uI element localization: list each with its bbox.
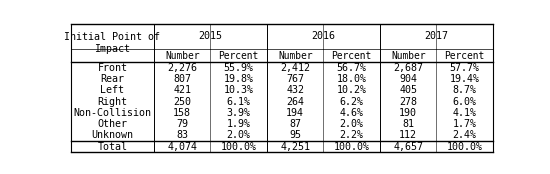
Text: Percent: Percent bbox=[218, 51, 259, 61]
Text: 2.4%: 2.4% bbox=[453, 130, 477, 140]
Text: 6.2%: 6.2% bbox=[340, 97, 364, 106]
Text: 4,074: 4,074 bbox=[167, 142, 197, 152]
Text: Initial Point of
Impact: Initial Point of Impact bbox=[64, 32, 161, 54]
Text: 2.2%: 2.2% bbox=[340, 130, 364, 140]
Text: Percent: Percent bbox=[444, 51, 485, 61]
Text: 405: 405 bbox=[399, 85, 417, 95]
Text: 87: 87 bbox=[289, 119, 301, 129]
Text: 904: 904 bbox=[399, 74, 417, 84]
Text: 100.0%: 100.0% bbox=[447, 142, 483, 152]
Text: 112: 112 bbox=[399, 130, 417, 140]
Text: 6.1%: 6.1% bbox=[227, 97, 251, 106]
Text: Number: Number bbox=[278, 51, 312, 61]
Text: 2015: 2015 bbox=[199, 31, 223, 41]
Text: Non-Collision: Non-Collision bbox=[74, 108, 151, 118]
Text: 432: 432 bbox=[286, 85, 304, 95]
Text: Unknown: Unknown bbox=[91, 130, 134, 140]
Text: 2017: 2017 bbox=[425, 31, 448, 41]
Text: 4.1%: 4.1% bbox=[453, 108, 477, 118]
Text: 3.9%: 3.9% bbox=[227, 108, 251, 118]
Text: 6.0%: 6.0% bbox=[453, 97, 477, 106]
Text: 1.9%: 1.9% bbox=[227, 119, 251, 129]
Text: 100.0%: 100.0% bbox=[221, 142, 257, 152]
Text: Front: Front bbox=[97, 63, 128, 73]
Text: Percent: Percent bbox=[332, 51, 372, 61]
Text: 194: 194 bbox=[286, 108, 304, 118]
Text: 10.3%: 10.3% bbox=[224, 85, 254, 95]
Text: 2.0%: 2.0% bbox=[340, 119, 364, 129]
Text: 95: 95 bbox=[289, 130, 301, 140]
Text: 83: 83 bbox=[176, 130, 188, 140]
Text: 2.0%: 2.0% bbox=[227, 130, 251, 140]
Text: 4.6%: 4.6% bbox=[340, 108, 364, 118]
Text: 421: 421 bbox=[173, 85, 191, 95]
Text: 807: 807 bbox=[173, 74, 191, 84]
Text: 79: 79 bbox=[176, 119, 188, 129]
Text: 158: 158 bbox=[173, 108, 191, 118]
Text: Total: Total bbox=[97, 142, 128, 152]
Text: Other: Other bbox=[97, 119, 128, 129]
Text: 18.0%: 18.0% bbox=[337, 74, 367, 84]
Text: 8.7%: 8.7% bbox=[453, 85, 477, 95]
Text: 2016: 2016 bbox=[311, 31, 336, 41]
Text: 100.0%: 100.0% bbox=[334, 142, 370, 152]
Text: 10.2%: 10.2% bbox=[337, 85, 367, 95]
Text: 19.4%: 19.4% bbox=[450, 74, 480, 84]
Text: 2,412: 2,412 bbox=[280, 63, 310, 73]
Text: 81: 81 bbox=[402, 119, 414, 129]
Text: 2,276: 2,276 bbox=[167, 63, 197, 73]
Text: Right: Right bbox=[97, 97, 128, 106]
Text: 2,687: 2,687 bbox=[393, 63, 423, 73]
Text: 1.7%: 1.7% bbox=[453, 119, 477, 129]
Text: 57.7%: 57.7% bbox=[450, 63, 480, 73]
Text: Rear: Rear bbox=[101, 74, 124, 84]
Text: 278: 278 bbox=[399, 97, 417, 106]
Text: 264: 264 bbox=[286, 97, 304, 106]
Text: Number: Number bbox=[165, 51, 200, 61]
Text: 250: 250 bbox=[173, 97, 191, 106]
Text: 190: 190 bbox=[399, 108, 417, 118]
Text: Number: Number bbox=[391, 51, 425, 61]
Text: 55.9%: 55.9% bbox=[224, 63, 254, 73]
Text: 19.8%: 19.8% bbox=[224, 74, 254, 84]
Text: 4,657: 4,657 bbox=[393, 142, 423, 152]
Text: Left: Left bbox=[101, 85, 124, 95]
Text: 767: 767 bbox=[286, 74, 304, 84]
Text: 4,251: 4,251 bbox=[280, 142, 310, 152]
Text: 56.7%: 56.7% bbox=[337, 63, 367, 73]
